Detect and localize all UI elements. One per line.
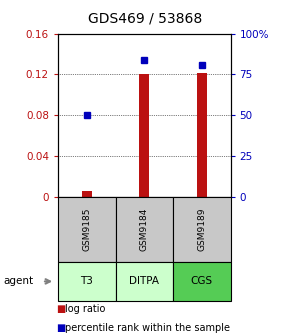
Text: ■: ■: [57, 323, 66, 333]
Text: DITPA: DITPA: [129, 277, 159, 286]
Text: GSM9185: GSM9185: [82, 208, 91, 251]
Text: ■: ■: [57, 304, 66, 314]
Text: GDS469 / 53868: GDS469 / 53868: [88, 12, 202, 26]
Bar: [197, 73, 207, 197]
Text: GSM9184: GSM9184: [140, 208, 149, 251]
Bar: [139, 74, 149, 197]
Text: GSM9189: GSM9189: [197, 208, 206, 251]
Text: log ratio: log ratio: [65, 304, 106, 314]
Text: T3: T3: [80, 277, 93, 286]
Text: CGS: CGS: [191, 277, 213, 286]
Text: percentile rank within the sample: percentile rank within the sample: [65, 323, 230, 333]
Text: agent: agent: [3, 277, 33, 286]
Bar: [81, 192, 92, 197]
